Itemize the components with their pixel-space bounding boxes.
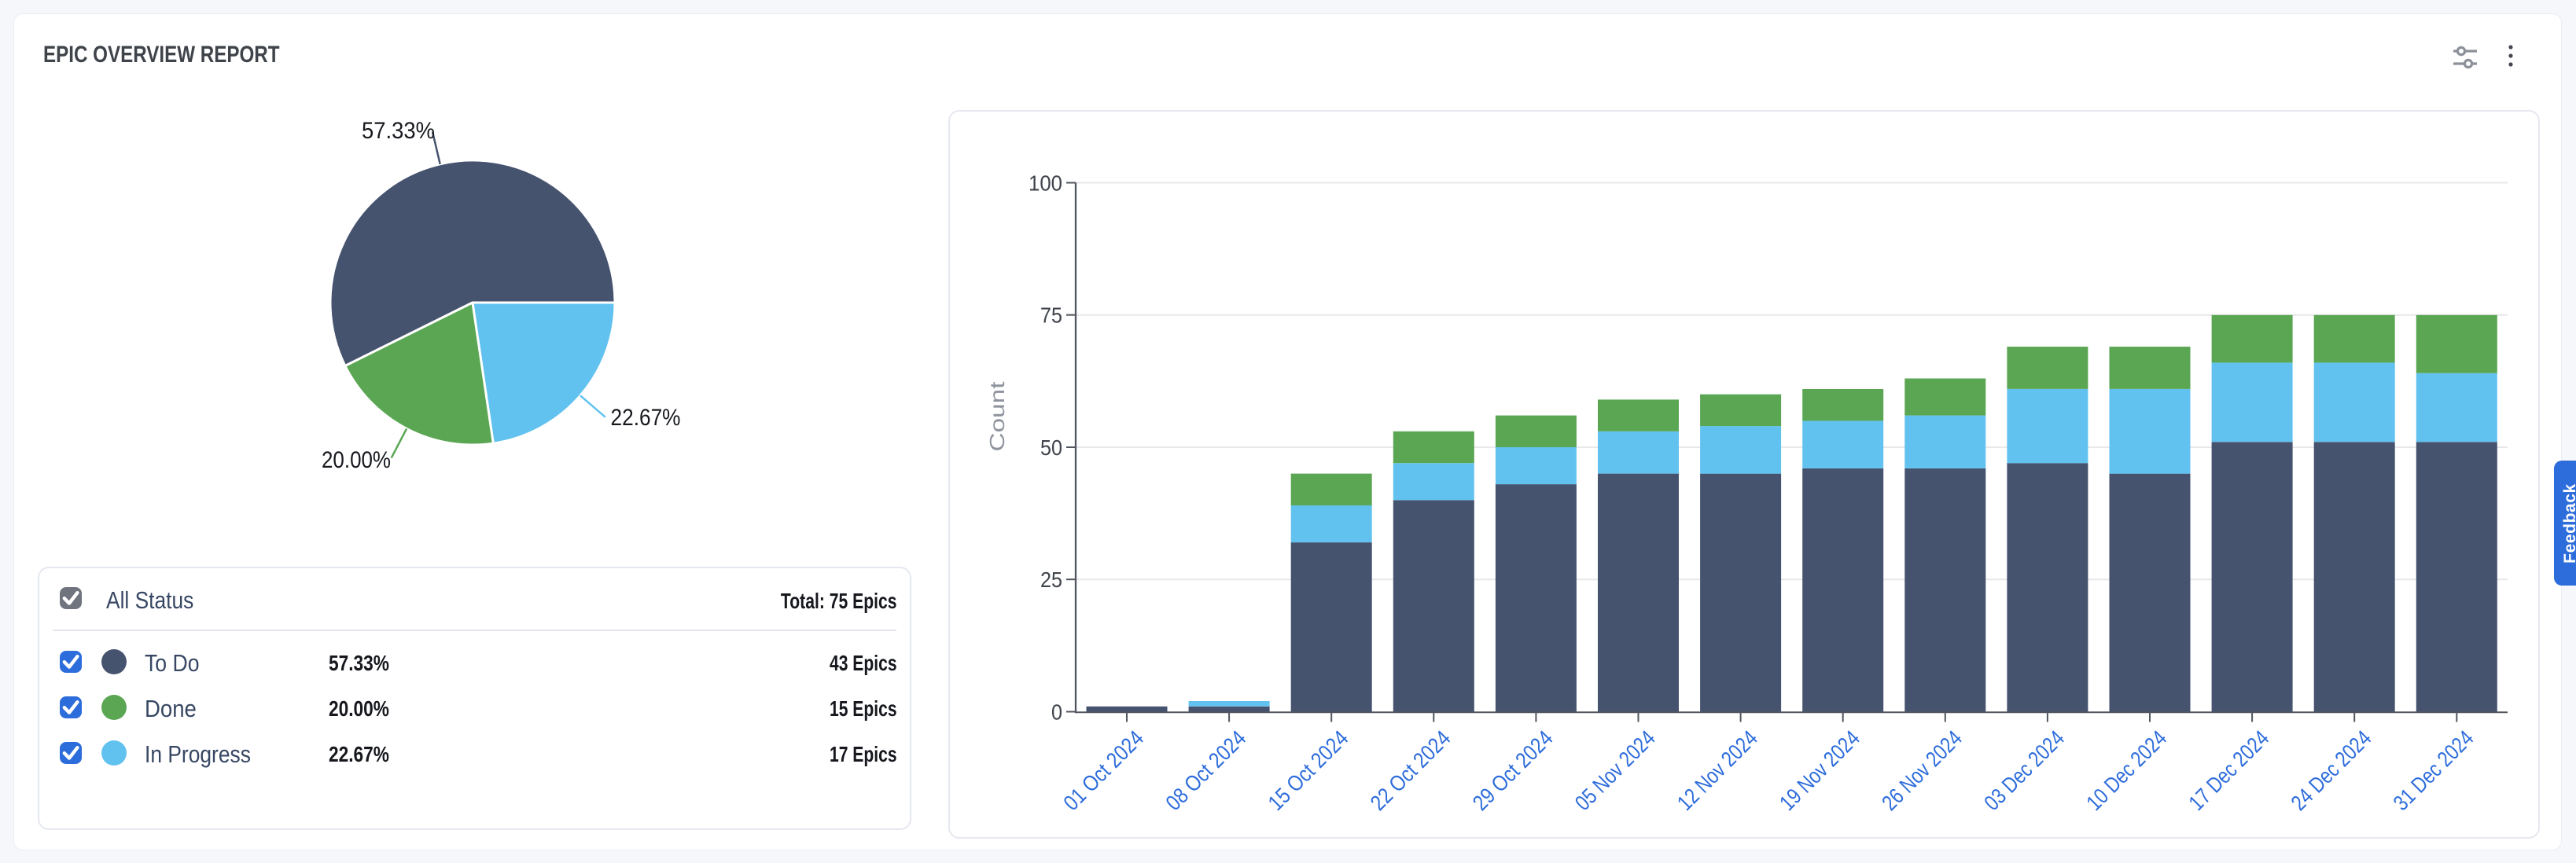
svg-text:29 Oct 2024: 29 Oct 2024 [1468,725,1558,815]
svg-text:01 Oct 2024: 01 Oct 2024 [1058,725,1148,815]
svg-text:100: 100 [1029,171,1062,196]
svg-text:50: 50 [1040,435,1062,460]
svg-text:57.33%: 57.33% [362,118,435,144]
svg-text:03 Dec 2024: 03 Dec 2024 [1979,725,2069,815]
svg-text:20.00%: 20.00% [322,447,391,473]
svg-text:19 Nov 2024: 19 Nov 2024 [1775,725,1864,815]
svg-text:10 Dec 2024: 10 Dec 2024 [2081,725,2171,815]
svg-text:22.67%: 22.67% [611,405,681,431]
svg-text:24 Dec 2024: 24 Dec 2024 [2287,725,2376,815]
svg-text:08 Oct 2024: 08 Oct 2024 [1161,725,1251,815]
svg-text:17 Dec 2024: 17 Dec 2024 [2184,725,2274,815]
svg-text:15 Oct 2024: 15 Oct 2024 [1264,725,1353,815]
svg-text:22 Oct 2024: 22 Oct 2024 [1366,725,1455,815]
svg-text:05 Nov 2024: 05 Nov 2024 [1570,725,1660,815]
svg-text:Count: Count [985,381,1009,452]
svg-text:31 Dec 2024: 31 Dec 2024 [2389,725,2478,815]
svg-text:25: 25 [1040,567,1062,592]
svg-text:75: 75 [1040,303,1062,328]
svg-text:0: 0 [1051,700,1062,725]
svg-text:26 Nov 2024: 26 Nov 2024 [1877,725,1967,815]
svg-text:12 Nov 2024: 12 Nov 2024 [1673,725,1762,815]
